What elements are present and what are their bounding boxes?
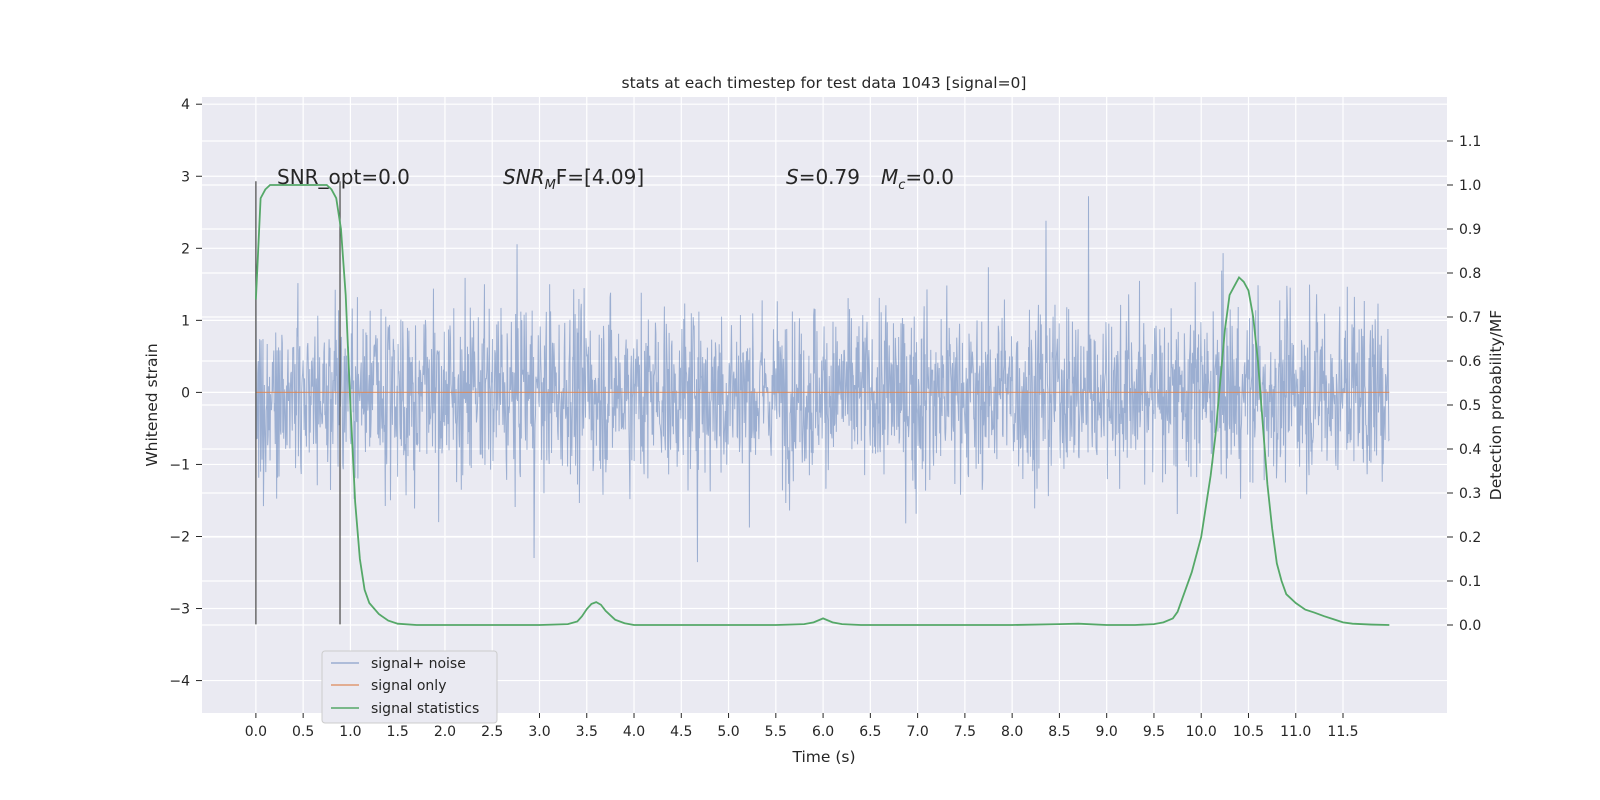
y-right-tick-label-3: 0.3: [1459, 486, 1481, 502]
x-tick-label-17: 8.5: [1048, 724, 1070, 740]
annotation-snr-mf-sub: M: [545, 178, 556, 193]
annotation-s: S=0.79: [786, 165, 860, 189]
x-tick-label-11: 5.5: [765, 724, 787, 740]
annotation-snr-mf-value: F=[4.09]: [556, 165, 644, 189]
legend-box: [321, 650, 498, 724]
y-tick-label-6: 2: [181, 241, 190, 257]
y-right-tick-label-10: 1.0: [1459, 178, 1481, 194]
x-tick-label-23: 11.5: [1327, 724, 1358, 740]
x-tick-label-16: 8.0: [1001, 724, 1023, 740]
annotation-s-label: S: [786, 165, 799, 189]
y-axis-ticks: −4 −3 −2 −1 0 1 2 3 4: [169, 97, 202, 690]
chart-title: stats at each timestep for test data 104…: [622, 74, 1027, 92]
y-axis-right-ticks: 0.0 0.1 0.2 0.3 0.4 0.5 0.6 0.7 0.8 0.9 1.0 1.1: [1447, 134, 1481, 634]
annotation-snr-mf-label: SNR: [503, 165, 545, 189]
legend: signal+ noise signal only signal statist…: [321, 650, 498, 724]
y-tick-label-8: 4: [181, 97, 190, 113]
x-tick-label-14: 7.0: [906, 724, 928, 740]
y-tick-label-3: −1: [169, 457, 190, 473]
x-tick-label-3: 1.5: [387, 724, 409, 740]
x-tick-label-12: 6.0: [812, 724, 834, 740]
y-tick-label-7: 3: [181, 169, 190, 185]
y-tick-label-5: 1: [181, 313, 190, 329]
annotation-s-value: =0.79: [799, 165, 860, 189]
series-signal-statistics: [254, 184, 1390, 626]
vertical-lines: [255, 181, 341, 625]
x-tick-label-7: 3.5: [576, 724, 598, 740]
series-signal-noise: [255, 196, 1390, 563]
x-tick-label-6: 3.0: [528, 724, 550, 740]
y-right-tick-label-4: 0.4: [1459, 442, 1481, 458]
annotation-snr-mf: SNRMF=[4.09]: [503, 165, 644, 193]
x-axis-ticks: 0.0 0.5 1.0 1.5 2.0 2.5 3.0 3.5 4.0 4.5 5.0 5.5 6.0 6…: [245, 713, 1359, 740]
x-tick-label-15: 7.5: [954, 724, 976, 740]
y-axis-title: Whitened strain: [143, 343, 161, 466]
y-right-tick-label-0: 0.0: [1459, 618, 1481, 634]
x-tick-label-21: 10.5: [1233, 724, 1264, 740]
legend-label-signal-statistics: signal statistics: [371, 701, 479, 717]
annotation-mc-sub: c: [898, 178, 905, 193]
x-tick-label-19: 9.5: [1143, 724, 1165, 740]
y-axis-right-title: Detection probability/MF: [1487, 310, 1505, 501]
y-tick-label-2: −2: [169, 529, 190, 545]
x-axis-title: Time (s): [791, 748, 855, 766]
x-tick-label-4: 2.0: [434, 724, 456, 740]
signal-statistics-line: [254, 184, 1390, 626]
x-tick-label-0: 0.0: [245, 724, 267, 740]
x-tick-label-5: 2.5: [481, 724, 503, 740]
x-tick-label-8: 4.0: [623, 724, 645, 740]
legend-label-signal-only: signal only: [371, 678, 446, 694]
x-tick-label-22: 11.0: [1280, 724, 1311, 740]
annotation-mc-value: =0.0: [905, 165, 954, 189]
x-tick-label-9: 4.5: [670, 724, 692, 740]
y-right-tick-label-1: 0.1: [1459, 574, 1481, 590]
annotation-mc: Mc=0.0: [881, 165, 954, 193]
legend-label-signal-noise: signal+ noise: [371, 656, 466, 672]
x-tick-label-18: 9.0: [1096, 724, 1118, 740]
y-right-tick-label-6: 0.6: [1459, 354, 1481, 370]
y-right-tick-label-9: 0.9: [1459, 222, 1481, 238]
x-tick-label-10: 5.0: [717, 724, 739, 740]
annotation-snr-opt: SNR_opt=0.0: [277, 165, 410, 189]
y-tick-label-1: −3: [169, 602, 190, 618]
annotation-mc-label: M: [881, 165, 898, 189]
x-tick-label-13: 6.5: [859, 724, 881, 740]
y-right-tick-label-2: 0.2: [1459, 530, 1481, 546]
x-tick-label-2: 1.0: [339, 724, 361, 740]
y-tick-label-4: 0: [181, 385, 190, 401]
y-right-tick-label-8: 0.8: [1459, 266, 1481, 282]
x-tick-label-20: 10.0: [1186, 724, 1217, 740]
signal-noise-line: [255, 196, 1390, 563]
y-right-tick-label-11: 1.1: [1459, 134, 1481, 150]
x-tick-label-1: 0.5: [292, 724, 314, 740]
y-right-tick-label-7: 0.7: [1459, 310, 1481, 326]
y-right-tick-label-5: 0.5: [1459, 398, 1481, 414]
y-tick-label-0: −4: [169, 674, 190, 690]
